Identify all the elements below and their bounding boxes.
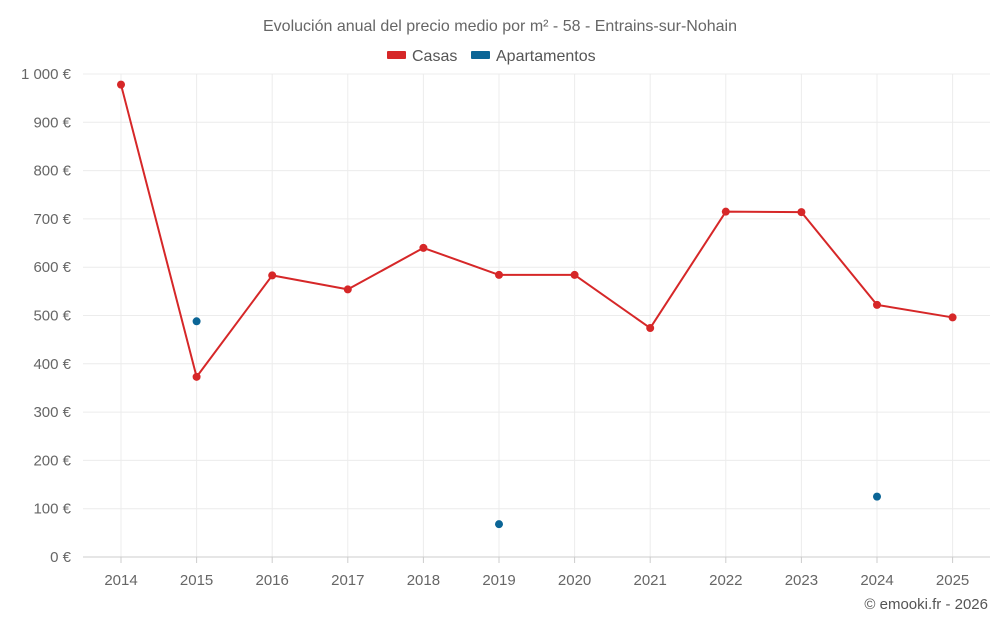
x-tick-label: 2020 [558, 572, 591, 589]
legend-label-casas: Casas [412, 48, 457, 65]
y-tick-label: 1 000 € [21, 66, 72, 83]
y-tick-label: 600 € [33, 259, 71, 276]
legend-item-casas[interactable]: Casas [387, 48, 457, 65]
x-tick-label: 2021 [634, 572, 667, 589]
y-axis-ticks: 0 € 100 € 200 € 300 € 400 € 500 € 600 € 700 € 80… [21, 66, 72, 566]
x-tick-label: 2024 [860, 572, 893, 589]
x-tick-label: 2015 [180, 572, 213, 589]
x-tick-label: 2016 [256, 572, 289, 589]
data-point-casas[interactable] [117, 80, 125, 89]
y-tick-label: 400 € [33, 356, 71, 373]
x-tick-label: 2022 [709, 572, 742, 589]
legend-swatch-casas [387, 51, 406, 59]
x-tick-label: 2025 [936, 572, 969, 589]
y-tick-label: 900 € [33, 114, 71, 131]
series-line-casas [120, 84, 953, 378]
y-tick-label: 300 € [33, 404, 71, 421]
grid [83, 73, 990, 558]
data-point-apartamentos[interactable] [873, 492, 881, 501]
data-point-casas[interactable] [721, 207, 730, 216]
data-point-casas[interactable] [646, 324, 655, 333]
chart-title: Evolución anual del precio medio por m² … [263, 18, 737, 35]
y-tick-label: 500 € [33, 308, 71, 325]
legend: Casas Apartamentos [387, 48, 596, 65]
credit-text: © emooki.fr - 2026 [864, 596, 988, 613]
series-apartamentos [192, 317, 881, 529]
x-tick-label: 2018 [407, 572, 440, 589]
x-tick-label: 2019 [482, 572, 515, 589]
x-tick-label: 2014 [104, 572, 137, 589]
y-tick-label: 800 € [33, 163, 71, 180]
y-tick-label: 200 € [33, 452, 71, 469]
series-casas [117, 80, 957, 381]
data-point-casas[interactable] [797, 208, 806, 217]
legend-label-apartamentos: Apartamentos [496, 48, 596, 65]
x-tick-label: 2017 [331, 572, 364, 589]
y-tick-label: 700 € [33, 211, 71, 228]
data-point-casas[interactable] [948, 313, 957, 322]
legend-item-apartamentos[interactable]: Apartamentos [471, 48, 596, 65]
series [117, 80, 957, 529]
data-point-casas[interactable] [873, 300, 881, 309]
y-tick-label: 0 € [50, 549, 72, 566]
data-point-casas[interactable] [268, 271, 277, 280]
x-axis-ticks: 2014 2015 2016 2017 2018 2019 2020 2021 2022 2023… [104, 557, 969, 589]
data-point-casas[interactable] [419, 243, 428, 252]
data-point-casas[interactable] [495, 270, 503, 279]
data-point-casas[interactable] [343, 285, 352, 294]
data-point-apartamentos[interactable] [495, 520, 503, 529]
data-point-casas[interactable] [570, 270, 579, 279]
data-point-apartamentos[interactable] [192, 317, 201, 326]
y-tick-label: 100 € [33, 501, 71, 518]
x-tick-label: 2023 [785, 572, 818, 589]
data-point-casas[interactable] [192, 372, 201, 381]
legend-swatch-apartamentos [471, 51, 490, 59]
